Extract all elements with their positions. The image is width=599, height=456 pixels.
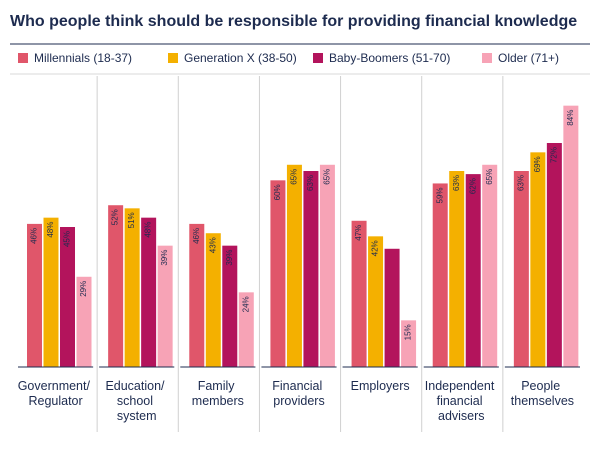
bar <box>108 205 124 367</box>
legend-label: Older (71+) <box>498 51 559 65</box>
value-label: 39% <box>160 250 169 266</box>
bar <box>368 236 384 367</box>
value-label: 65% <box>485 169 494 185</box>
bar <box>465 174 481 367</box>
legend-label: Millennials (18-37) <box>34 51 132 65</box>
bar <box>238 292 254 367</box>
legend-label: Generation X (38-50) <box>184 51 297 65</box>
x-tick-label: Financial providers <box>272 379 326 408</box>
bar <box>303 171 319 367</box>
legend-swatch <box>313 53 323 63</box>
bar <box>384 248 400 367</box>
bar <box>76 276 92 367</box>
x-tick-label: Independent financial advisers <box>425 379 498 423</box>
value-label: 59% <box>435 187 444 203</box>
value-label: 48% <box>46 222 55 238</box>
x-tick-label: Education/ school system <box>105 379 168 423</box>
bar <box>124 208 140 367</box>
bar <box>205 233 221 367</box>
bar <box>530 152 546 367</box>
legend-swatch <box>18 53 28 63</box>
value-label: 45% <box>63 231 72 247</box>
value-label: 51% <box>127 212 136 228</box>
value-label: 29% <box>79 281 88 297</box>
value-label: 60% <box>273 184 282 200</box>
bar <box>270 180 286 367</box>
bar <box>401 320 417 367</box>
value-label: 65% <box>290 169 299 185</box>
bar <box>141 217 157 367</box>
bar <box>286 164 302 367</box>
bar <box>319 164 335 367</box>
value-label: 63% <box>306 175 315 191</box>
value-label: 46% <box>192 228 201 244</box>
bar <box>189 223 205 367</box>
value-label: 47% <box>354 225 363 241</box>
value-label: 63% <box>516 175 525 191</box>
bar <box>546 143 562 367</box>
value-label: 84% <box>566 110 575 126</box>
value-label: 69% <box>533 156 542 172</box>
bar <box>432 183 448 367</box>
bar <box>27 223 42 367</box>
legend-label: Baby-Boomers (51-70) <box>329 51 450 65</box>
value-label: 43% <box>208 237 217 253</box>
bar <box>157 245 173 367</box>
value-label: 72% <box>549 147 558 163</box>
legend-swatch <box>482 53 492 63</box>
x-tick-label: Family members <box>192 379 244 408</box>
value-label: 48% <box>144 222 153 238</box>
bar <box>351 220 367 367</box>
value-label: 15% <box>404 324 413 340</box>
value-label: 42% <box>371 240 380 256</box>
bar <box>482 164 498 367</box>
x-tick-label: Employers <box>351 379 410 393</box>
bar <box>563 105 579 368</box>
value-label: 52% <box>111 209 120 225</box>
x-tick-label: People themselves <box>511 379 574 408</box>
value-label: 65% <box>323 169 332 185</box>
bar <box>513 171 529 367</box>
bar <box>60 227 75 367</box>
bar <box>449 171 465 367</box>
value-label: 63% <box>452 175 461 191</box>
x-tick-label: Government/ Regulator <box>18 379 94 408</box>
value-label: 24% <box>241 296 250 312</box>
value-label: 39% <box>225 250 234 266</box>
value-label: 62% <box>468 178 477 194</box>
chart-title: Who people think should be responsible f… <box>10 13 577 30</box>
value-label: 46% <box>30 228 39 244</box>
bar <box>222 245 238 367</box>
bar <box>43 217 59 367</box>
legend-swatch <box>168 53 178 63</box>
